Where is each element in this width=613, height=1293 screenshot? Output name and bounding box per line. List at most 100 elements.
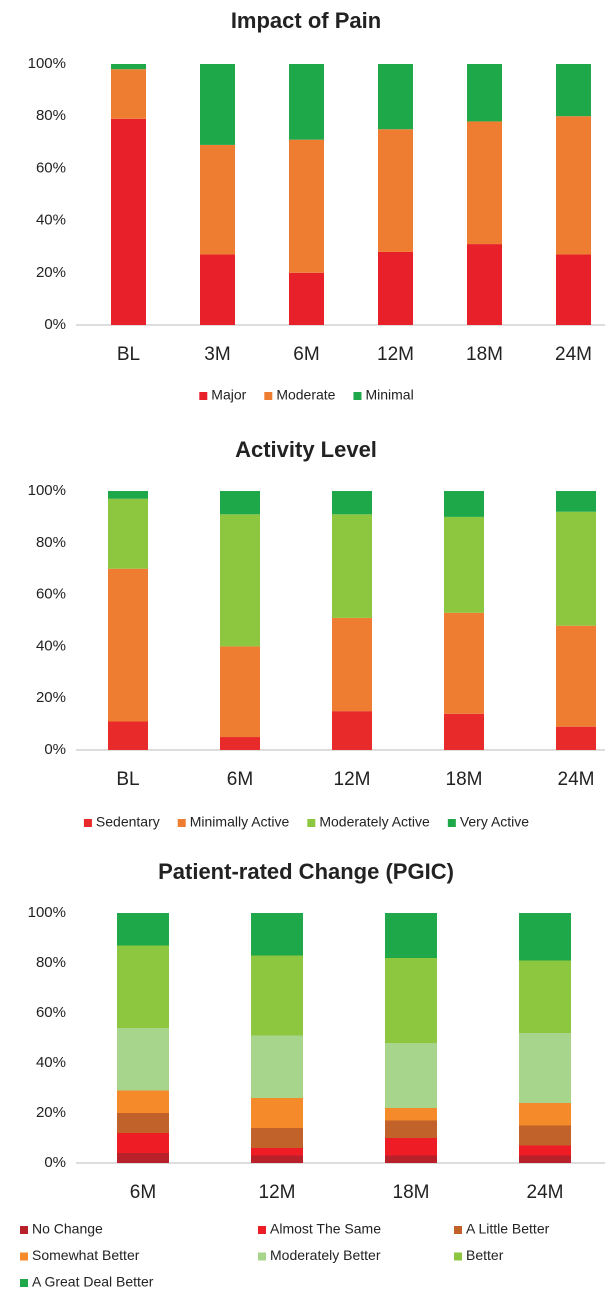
- bar-segment: [289, 272, 324, 325]
- y-tick-label: 40%: [36, 212, 66, 229]
- y-tick-label: 20%: [36, 689, 66, 706]
- y-tick-label: 80%: [36, 954, 66, 971]
- x-tick-label: 6M: [293, 344, 319, 365]
- legend: Major Moderate Minimal: [199, 387, 414, 403]
- x-tick-label: 12M: [259, 1182, 296, 1203]
- bar-segment: [332, 617, 372, 712]
- bar-segment: [385, 1043, 437, 1108]
- legend-swatch: [258, 1252, 266, 1261]
- bar-segment: [220, 646, 260, 738]
- bar-segment: [444, 491, 484, 517]
- y-tick-label: 60%: [36, 586, 66, 603]
- legend-swatch: [177, 819, 186, 827]
- bar-segment: [385, 1138, 437, 1156]
- bar-segment: [556, 491, 596, 512]
- y-tick-label: 0%: [44, 316, 66, 333]
- bar-segment: [556, 116, 591, 255]
- bar-segment: [556, 726, 596, 750]
- legend-label: Minimal: [365, 387, 413, 403]
- bar-segment: [117, 1153, 169, 1163]
- y-tick-label: 40%: [36, 637, 66, 654]
- bar-segment: [220, 737, 260, 750]
- bar-segment: [117, 913, 169, 946]
- bar-segment: [111, 69, 146, 119]
- legend-label: Major: [211, 387, 246, 403]
- x-tick-label: 6M: [130, 1182, 156, 1203]
- legend-swatch: [83, 819, 92, 827]
- bar-segment: [556, 511, 596, 626]
- bar-segment: [251, 955, 303, 1036]
- x-tick-label: 24M: [555, 344, 592, 365]
- chart-title: Impact of Pain: [231, 8, 381, 33]
- bar-segment: [220, 491, 260, 515]
- y-tick-label: 80%: [36, 534, 66, 551]
- bar-segment: [467, 244, 502, 325]
- x-tick-label: 18M: [466, 344, 503, 365]
- x-tick-label: 18M: [393, 1182, 430, 1203]
- x-tick-label: 3M: [204, 344, 230, 365]
- bar-segment: [556, 254, 591, 325]
- bar-segment: [251, 1128, 303, 1148]
- bar-segment: [444, 713, 484, 750]
- x-tick-label: 12M: [334, 769, 371, 790]
- bar-segment: [519, 1145, 571, 1156]
- bar-segment: [117, 1133, 169, 1153]
- bar-segment: [444, 516, 484, 613]
- bar-segment: [467, 121, 502, 245]
- legend-swatch: [454, 1226, 462, 1234]
- bar-segment: [467, 64, 502, 122]
- legend-swatch: [454, 1252, 462, 1261]
- bar-segment: [108, 491, 148, 499]
- bar-segment: [251, 1035, 303, 1098]
- bar-segment: [108, 721, 148, 750]
- legend-swatch: [20, 1226, 28, 1234]
- bar-segment: [385, 1155, 437, 1163]
- legend-label: Moderately Better: [270, 1247, 381, 1263]
- bar-segment: [378, 64, 413, 130]
- y-tick-label: 100%: [28, 482, 66, 499]
- legend-swatch: [258, 1226, 266, 1234]
- y-tick-label: 20%: [36, 1104, 66, 1121]
- bar-segment: [385, 913, 437, 958]
- bar-segment: [117, 1113, 169, 1133]
- bar-segment: [519, 960, 571, 1033]
- bar-segment: [385, 1120, 437, 1138]
- y-tick-label: 40%: [36, 1054, 66, 1071]
- bar-segment: [108, 568, 148, 722]
- y-tick-label: 60%: [36, 1004, 66, 1021]
- bar-segment: [111, 64, 146, 70]
- y-tick-label: 100%: [28, 904, 66, 921]
- legend-label: Very Active: [460, 814, 529, 830]
- x-tick-label: 18M: [446, 769, 483, 790]
- legend-swatch: [20, 1279, 28, 1287]
- bar-segment: [117, 1028, 169, 1091]
- bar-segment: [332, 514, 372, 618]
- x-tick-label: BL: [117, 344, 140, 365]
- bar-segment: [200, 144, 235, 255]
- legend-swatch: [447, 819, 456, 827]
- bar-segment: [220, 514, 260, 647]
- legend-swatch: [353, 392, 362, 400]
- bar-segment: [108, 498, 148, 569]
- bar-segment: [289, 139, 324, 273]
- bar-segment: [519, 1125, 571, 1146]
- legend-label: Moderately Active: [319, 814, 430, 830]
- bar-segment: [251, 913, 303, 956]
- chart-title: Activity Level: [235, 437, 377, 462]
- bar-segment: [117, 945, 169, 1028]
- bar-segment: [378, 251, 413, 325]
- legend-label: Somewhat Better: [32, 1247, 140, 1263]
- legend: Sedentary Minimally Active Moderately Acti…: [83, 814, 529, 830]
- x-tick-label: 24M: [558, 769, 595, 790]
- y-tick-label: 60%: [36, 159, 66, 176]
- bar-segment: [200, 254, 235, 325]
- legend-label: No Change: [32, 1221, 103, 1237]
- bar-segment: [519, 1033, 571, 1103]
- bar-segment: [251, 1148, 303, 1156]
- y-tick-label: 0%: [44, 741, 66, 758]
- bar-segment: [332, 491, 372, 515]
- bar-segment: [289, 64, 324, 140]
- y-tick-label: 80%: [36, 107, 66, 124]
